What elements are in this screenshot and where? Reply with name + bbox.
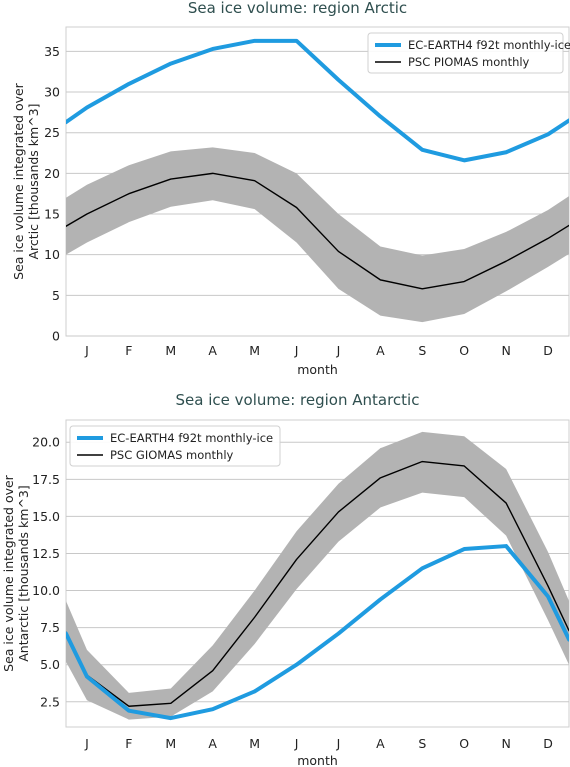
legend-entry: EC-EARTH4 f92t monthly-ice	[408, 38, 570, 52]
plot-area	[66, 38, 569, 323]
legend-entry: PSC GIOMAS monthly	[110, 448, 234, 462]
x-tick-label: M	[249, 343, 260, 358]
model-series-line	[66, 38, 569, 163]
y-tick-label: 30	[44, 85, 60, 100]
y-tick-label: 10	[44, 247, 60, 262]
uncertainty-band	[66, 431, 569, 720]
y-tick-label: 15.0	[32, 509, 60, 524]
legend: EC-EARTH4 f92t monthly-ice PSC GIOMAS mon…	[69, 425, 281, 467]
x-tick-label: M	[249, 736, 260, 751]
x-tick-label: N	[501, 343, 510, 358]
y-axis-label: Sea ice volume integrated overArctic [th…	[11, 82, 41, 280]
x-tick-label: S	[418, 343, 426, 358]
chart-title: Sea ice volume: region Antarctic	[176, 391, 420, 409]
y-tick-label: 5.0	[40, 657, 60, 672]
x-tick-label: A	[208, 343, 217, 358]
x-tick-label: M	[165, 343, 176, 358]
y-tick-label: 35	[44, 44, 60, 59]
y-tick-label: 20	[44, 166, 60, 181]
x-tick-label: J	[336, 736, 341, 751]
chart-1: 2.5 5.0 7.5 10.0 12.5 15.0 17.5 20.0 J F M A M J J A S O N…	[1, 391, 570, 767]
x-tick-label: S	[418, 736, 426, 751]
x-tick-label: F	[125, 736, 132, 751]
y-tick-label: 10.0	[32, 583, 60, 598]
x-tick-label: F	[125, 343, 132, 358]
x-tick-label: J	[84, 343, 89, 358]
reference-series-line	[66, 460, 569, 707]
y-axis-label-line: Sea ice volume integrated over	[11, 82, 26, 280]
y-axis-label: Sea ice volume integrated overAntarctic …	[1, 474, 31, 672]
reference-series-line	[66, 172, 569, 290]
legend-entry: PSC PIOMAS monthly	[408, 55, 530, 69]
uncertainty-band	[66, 147, 569, 323]
x-tick-label: O	[459, 343, 469, 358]
x-tick-label: M	[165, 736, 176, 751]
y-tick-label: 25	[44, 125, 60, 140]
y-tick-label: 15	[44, 207, 60, 222]
x-tick-label: N	[501, 736, 510, 751]
x-tick-label: J	[336, 343, 341, 358]
x-axis-label: month	[297, 362, 338, 377]
legend-box	[367, 32, 564, 74]
x-tick-label: A	[376, 343, 385, 358]
y-tick-label: 12.5	[32, 546, 60, 561]
y-tick-label: 0	[52, 329, 60, 344]
x-tick-label: D	[543, 736, 553, 751]
x-tick-label: J	[294, 736, 299, 751]
x-tick-label: O	[459, 736, 469, 751]
y-tick-label: 7.5	[40, 620, 60, 635]
y-axis-label-line: Sea ice volume integrated over	[1, 474, 16, 672]
y-tick-label: 2.5	[40, 694, 60, 709]
x-tick-label: A	[376, 736, 385, 751]
legend-box	[69, 425, 281, 467]
y-tick-label: 5	[52, 288, 60, 303]
plot-area	[66, 431, 569, 721]
x-tick-label: D	[543, 343, 553, 358]
legend: EC-EARTH4 f92t monthly-ice PSC PIOMAS mon…	[367, 32, 570, 74]
y-tick-label: 17.5	[32, 472, 60, 487]
y-axis-label-line: Arctic [thousands km^3]	[26, 103, 41, 259]
x-tick-label: J	[294, 343, 299, 358]
legend-entry: EC-EARTH4 f92t monthly-ice	[110, 431, 273, 445]
x-tick-label: A	[208, 736, 217, 751]
model-series-line	[66, 544, 569, 721]
plot-frame	[65, 419, 570, 728]
y-axis-label-line: Antarctic [thousands km^3]	[16, 485, 31, 662]
chart-title: Sea ice volume: region Arctic	[188, 0, 407, 17]
x-tick-label: J	[84, 736, 89, 751]
y-tick-label: 20.0	[32, 435, 60, 450]
x-axis-label: month	[297, 753, 338, 767]
